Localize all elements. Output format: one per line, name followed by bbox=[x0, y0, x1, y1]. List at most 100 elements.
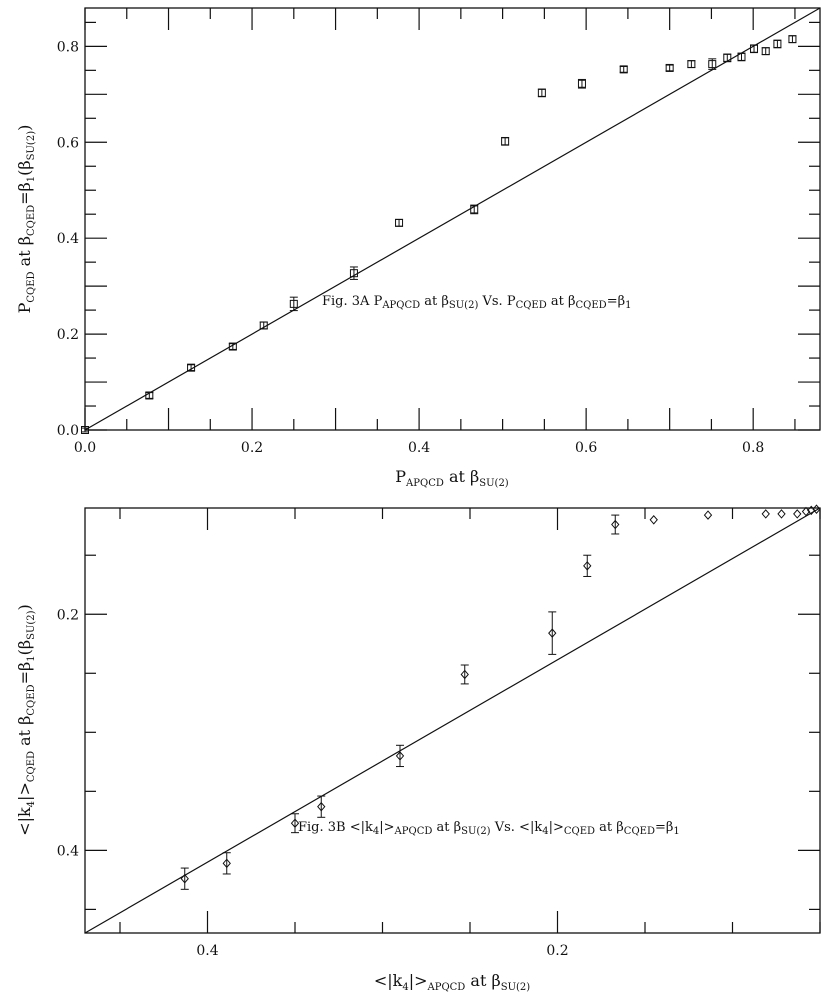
diamond-marker bbox=[180, 873, 189, 884]
square-marker bbox=[537, 88, 546, 97]
diamond-marker bbox=[649, 515, 658, 525]
data-point bbox=[187, 363, 196, 372]
data-point bbox=[577, 78, 586, 89]
diamond-marker bbox=[222, 858, 231, 869]
data-point bbox=[317, 795, 326, 818]
diamond-marker bbox=[761, 509, 770, 519]
diamond-marker bbox=[611, 519, 620, 530]
data-point bbox=[761, 509, 770, 519]
panel-a-frame bbox=[84, 7, 821, 431]
diamond-marker bbox=[777, 509, 786, 519]
square-marker bbox=[259, 321, 268, 330]
square-marker bbox=[708, 60, 717, 69]
diamond-marker bbox=[317, 801, 326, 812]
data-point bbox=[470, 204, 479, 215]
x-tick-label: 0.4 bbox=[196, 943, 218, 959]
data-point bbox=[611, 514, 620, 535]
data-point bbox=[723, 53, 732, 63]
diamond-marker bbox=[290, 818, 300, 828]
data-point bbox=[773, 39, 782, 49]
square-marker bbox=[773, 39, 782, 48]
x-tick-label: 0.2 bbox=[546, 943, 568, 959]
square-marker bbox=[577, 79, 586, 88]
data-point bbox=[788, 35, 797, 44]
y-tick-label: 0.6 bbox=[57, 135, 79, 151]
square-marker bbox=[619, 65, 628, 74]
data-point bbox=[222, 852, 231, 875]
y-tick-label: 0.8 bbox=[57, 39, 79, 55]
data-point bbox=[228, 342, 237, 351]
data-point bbox=[548, 611, 557, 655]
data-point bbox=[501, 136, 510, 146]
data-point bbox=[395, 744, 405, 768]
diamond-marker bbox=[395, 751, 405, 761]
square-marker bbox=[761, 47, 770, 56]
panel-a-y-axis-label: PCQED at βCQED=β1(βSU(2)) bbox=[15, 125, 37, 314]
data-point bbox=[289, 296, 298, 312]
data-point bbox=[180, 867, 189, 890]
data-point bbox=[290, 813, 300, 834]
square-marker bbox=[289, 299, 298, 308]
data-point bbox=[665, 63, 674, 72]
panel-a-points bbox=[81, 35, 797, 434]
square-marker bbox=[470, 205, 479, 214]
data-point bbox=[708, 58, 717, 70]
panel-b-annotation: Fig. 3B <|k4|>APQCD at βSU(2) Vs. <|k4|>… bbox=[298, 820, 680, 837]
diamond-marker bbox=[460, 669, 469, 680]
square-marker bbox=[228, 342, 237, 351]
x-tick-label: 0.8 bbox=[742, 440, 764, 456]
panel-a-annotation: Fig. 3A PAPQCD at βSU(2) Vs. PCQED at βC… bbox=[322, 294, 631, 311]
square-marker bbox=[501, 137, 510, 146]
square-marker bbox=[788, 35, 797, 44]
diamond-marker bbox=[812, 504, 821, 514]
data-point bbox=[395, 218, 404, 227]
square-marker bbox=[395, 218, 404, 227]
square-marker bbox=[81, 426, 89, 434]
panel-a: 0.0 0.2 0.4 0.6 0.8 0.0 0.2 0.4 0.6 0.8 Fig. 3A P… bbox=[15, 7, 821, 489]
panel-b-frame bbox=[84, 507, 821, 934]
square-marker bbox=[187, 363, 196, 372]
data-point bbox=[649, 515, 658, 525]
data-point bbox=[812, 504, 821, 514]
panel-b: 0.4 0.2 0.2 0.4 Fig. 3B <|k4|>APQCD at βSU(… bbox=[15, 504, 821, 993]
panel-b-reference-line bbox=[84, 507, 821, 934]
panel-b-tick-labels: 0.4 0.2 0.2 0.4 bbox=[57, 607, 569, 959]
data-point bbox=[703, 510, 713, 520]
y-tick-label: 0.2 bbox=[57, 607, 79, 623]
x-tick-label: 0.0 bbox=[74, 440, 96, 456]
y-tick-label: 0.4 bbox=[57, 231, 79, 247]
panel-b-ticks bbox=[85, 508, 821, 933]
square-marker bbox=[750, 44, 759, 53]
square-marker bbox=[737, 52, 746, 61]
data-point bbox=[259, 321, 268, 330]
square-marker bbox=[145, 391, 154, 400]
y-tick-label: 0.2 bbox=[57, 327, 79, 343]
x-tick-label: 0.6 bbox=[575, 440, 597, 456]
square-marker bbox=[349, 269, 358, 278]
square-marker bbox=[687, 60, 696, 69]
panel-b-x-axis-label: <|k4|>APQCD at βSU(2) bbox=[374, 971, 530, 993]
y-tick-label: 0.4 bbox=[57, 843, 79, 859]
data-point bbox=[737, 52, 746, 62]
data-point bbox=[349, 266, 358, 280]
diamond-marker bbox=[548, 628, 557, 638]
data-point bbox=[145, 391, 154, 400]
data-point bbox=[793, 509, 802, 519]
data-point bbox=[537, 88, 546, 98]
square-marker bbox=[665, 63, 674, 72]
diamond-marker bbox=[583, 561, 592, 571]
data-point bbox=[460, 664, 469, 685]
panel-a-x-axis-label: PAPQCD at βSU(2) bbox=[395, 467, 509, 489]
x-tick-label: 0.4 bbox=[408, 440, 430, 456]
panel-a-ticks bbox=[84, 8, 820, 431]
data-point bbox=[619, 65, 628, 74]
data-point bbox=[583, 554, 592, 577]
data-point bbox=[750, 44, 759, 54]
square-marker bbox=[723, 53, 732, 62]
data-point bbox=[687, 60, 696, 69]
data-point bbox=[777, 509, 786, 519]
y-tick-label: 0.0 bbox=[57, 423, 79, 439]
x-tick-label: 0.2 bbox=[241, 440, 263, 456]
diamond-marker bbox=[703, 510, 713, 520]
